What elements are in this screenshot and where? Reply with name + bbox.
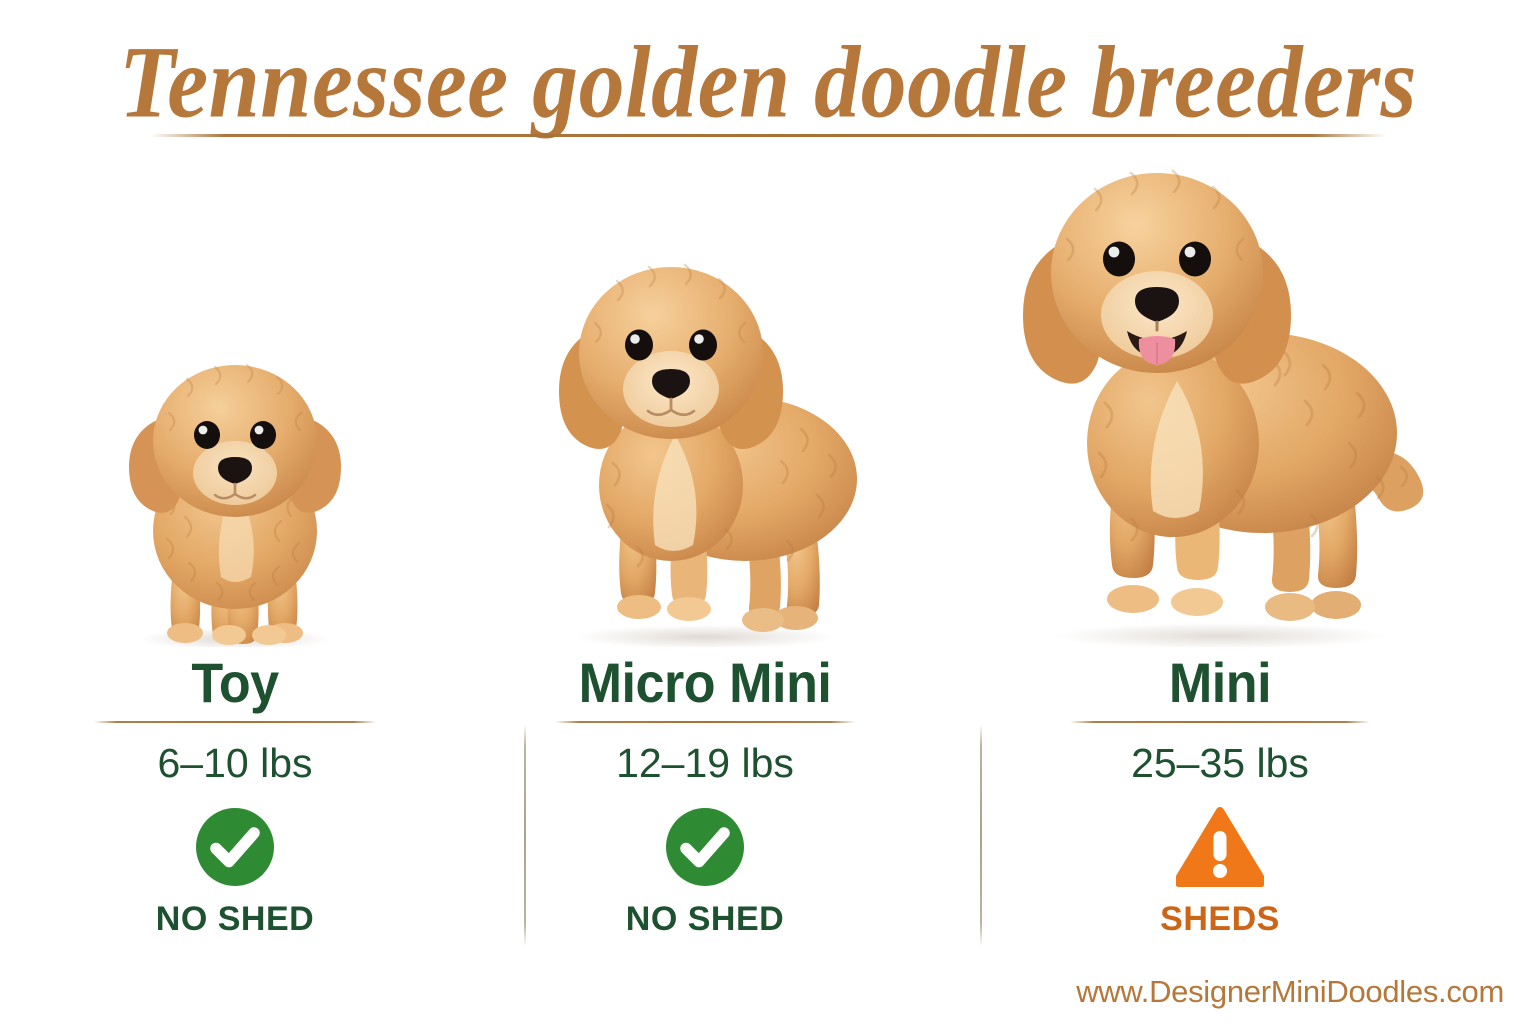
size-comparison-row: Toy 6–10 lbs NO SHED (0, 169, 1536, 980)
title-divider-rule (150, 134, 1386, 137)
warning-triangle-icon (1176, 807, 1264, 887)
size-column-micro-mini: Micro Mini 12–19 lbs NO SHED (470, 180, 940, 980)
mini-goldendoodle-puppy-illustration (1023, 169, 1424, 647)
label-block-mini: Mini 25–35 lbs SHEDS (940, 655, 1500, 980)
shed-status-mini: SHEDS (1160, 900, 1280, 938)
shed-badge-micro-mini (470, 806, 940, 888)
shed-status-micro-mini: NO SHED (625, 900, 785, 938)
dog-image-toy (0, 180, 470, 655)
shed-badge-mini (940, 806, 1500, 888)
website-url[interactable]: www.DesignerMiniDoodles.com (1076, 974, 1504, 1009)
weight-range-micro-mini: 12–19 lbs (616, 740, 794, 786)
breed-name-micro-mini: Micro Mini (578, 651, 832, 714)
micro-mini-goldendoodle-puppy-illustration (559, 263, 857, 647)
weight-range-mini: 25–35 lbs (1131, 740, 1309, 786)
dog-image-micro-mini (470, 180, 940, 655)
check-circle-icon (196, 808, 274, 886)
check-circle-icon (666, 808, 744, 886)
shed-status-toy: NO SHED (155, 900, 315, 938)
toy-goldendoodle-puppy-illustration (129, 363, 341, 647)
column-divider-1 (524, 724, 526, 946)
size-column-mini: Mini 25–35 lbs SHEDS (940, 169, 1500, 980)
size-column-toy: Toy 6–10 lbs NO SHED (0, 180, 470, 980)
column-divider-2 (980, 724, 982, 946)
breed-name-toy: Toy (191, 651, 279, 714)
dog-image-mini (940, 147, 1500, 655)
shed-badge-toy (0, 806, 470, 888)
header: Tennessee golden doodle breeders (0, 28, 1536, 136)
label-block-micro-mini: Micro Mini 12–19 lbs NO SHED (470, 655, 940, 980)
label-block-toy: Toy 6–10 lbs NO SHED (0, 655, 470, 980)
page-title: Tennessee golden doodle breeders (119, 24, 1417, 139)
weight-range-toy: 6–10 lbs (157, 740, 313, 786)
breed-name-rule-mini (1070, 721, 1370, 723)
breed-name-mini: Mini (1168, 651, 1272, 714)
breed-name-rule-toy (94, 721, 376, 723)
breed-name-rule-micro-mini (555, 721, 855, 723)
